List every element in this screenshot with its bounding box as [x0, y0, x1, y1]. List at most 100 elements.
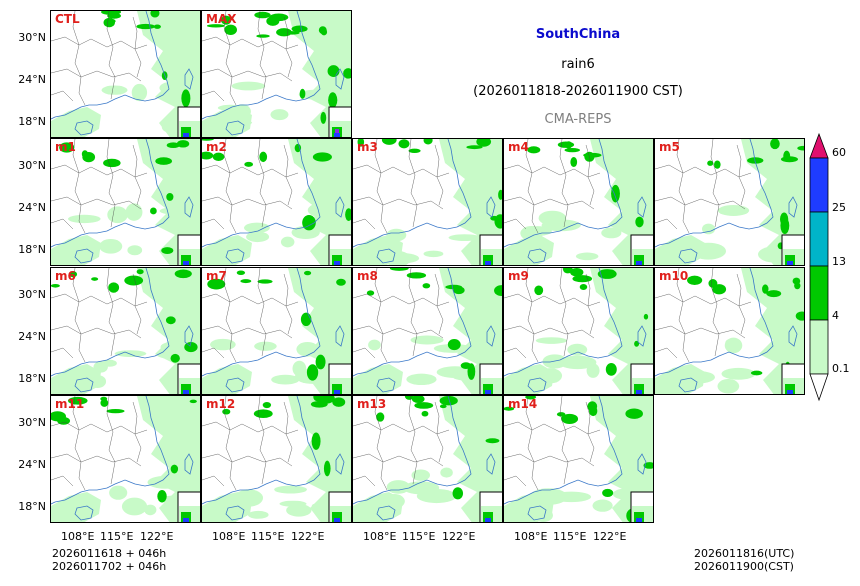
panel-map-m6 — [51, 268, 200, 394]
south-china-sea-inset — [177, 106, 200, 137]
panel-map-m13 — [353, 396, 502, 522]
panel-map-m10 — [655, 268, 804, 394]
panel-label: m12 — [206, 397, 236, 411]
south-china-sea-inset — [177, 363, 200, 394]
rain-light-field — [353, 396, 502, 522]
lat-tick-label: 24°N — [18, 201, 46, 214]
taiwan-island — [184, 196, 194, 218]
hainan-island — [74, 120, 94, 136]
period-title: (2026011818-2026011900 CST) — [473, 84, 683, 99]
panel-map-m14 — [504, 396, 653, 522]
lon-tick-label: 115°E — [553, 530, 587, 543]
panel-map-m3 — [353, 139, 502, 265]
panel-map-m9 — [504, 268, 653, 394]
rain-light-field — [202, 396, 351, 522]
footer-init-utc: 2026011618 + 046h — [52, 547, 167, 560]
panel-label: m8 — [357, 269, 378, 283]
region-title: SouthChina — [535, 27, 621, 42]
lon-tick-label: 108°E — [514, 530, 548, 543]
panel-m6: m6 — [50, 267, 201, 395]
taiwan-island — [637, 196, 647, 218]
hainan-island — [74, 505, 94, 521]
hainan-island — [376, 505, 396, 521]
lon-tick-label: 122°E — [442, 530, 476, 543]
coastline — [51, 139, 170, 248]
hainan-island — [678, 248, 698, 264]
coastline — [202, 11, 321, 120]
panel-label: m6 — [55, 269, 76, 283]
coastline — [353, 139, 472, 248]
panel-m10: m10 — [654, 267, 805, 395]
south-china-sea-inset — [177, 491, 200, 522]
coastline — [655, 139, 774, 248]
taiwan-island — [486, 325, 496, 347]
lat-tick-label: 30°N — [18, 159, 46, 172]
rain-moderate-field — [202, 139, 351, 255]
footer-init-cst: 2026011702 + 046h — [52, 560, 167, 573]
colorbar-level-label: 60 — [832, 146, 846, 159]
panel-label: m14 — [508, 397, 538, 411]
hainan-island — [527, 377, 547, 393]
hainan-island — [225, 248, 245, 264]
panel-label: m9 — [508, 269, 529, 283]
lon-tick-label: 115°E — [402, 530, 436, 543]
lat-tick-label: 24°N — [18, 458, 46, 471]
panel-label: m7 — [206, 269, 227, 283]
rain-light-field — [655, 139, 804, 265]
south-china-sea-inset — [479, 234, 502, 265]
panel-map-m5 — [655, 139, 804, 265]
panel-m12: m12 — [201, 395, 352, 523]
panel-ctl: CTL — [50, 10, 201, 138]
panel-map-ctl — [51, 11, 200, 137]
rain-moderate-field — [534, 268, 649, 376]
taiwan-island — [335, 453, 345, 475]
lat-tick-label: 18°N — [18, 243, 46, 256]
taiwan-island — [335, 68, 345, 90]
lat-tick-label: 24°N — [18, 73, 46, 86]
taiwan-island — [335, 196, 345, 218]
panel-max: MAX — [201, 10, 352, 138]
panel-map-m4 — [504, 139, 653, 265]
coastline — [353, 268, 472, 377]
coastline — [51, 396, 170, 505]
colorbar-band — [809, 319, 829, 375]
lon-tick-label: 122°E — [140, 530, 174, 543]
hainan-island — [376, 248, 396, 264]
colorbar-level-label: 0.1 — [832, 362, 850, 375]
hainan-island — [376, 377, 396, 393]
taiwan-island — [788, 325, 798, 347]
lat-tick-label: 30°N — [18, 416, 46, 429]
rain-moderate-field — [707, 139, 804, 250]
south-china-sea-inset — [328, 363, 351, 394]
taiwan-island — [788, 196, 798, 218]
hainan-island — [527, 248, 547, 264]
coastline — [51, 11, 170, 120]
panel-m11: m11 — [50, 395, 201, 523]
panel-label: m10 — [659, 269, 689, 283]
lon-tick-label: 122°E — [593, 530, 627, 543]
rain-moderate-field — [51, 269, 198, 363]
colorbar-level-label: 13 — [832, 255, 846, 268]
taiwan-island — [184, 453, 194, 475]
panel-map-m11 — [51, 396, 200, 522]
hainan-island — [74, 377, 94, 393]
panel-m7: m7 — [201, 267, 352, 395]
colorbar-extend-min — [809, 373, 829, 402]
hainan-island — [225, 505, 245, 521]
south-china-sea-inset — [479, 363, 502, 394]
rain-light-field — [51, 139, 200, 265]
coastline — [202, 396, 321, 505]
rain-light-field — [353, 139, 502, 265]
taiwan-island — [486, 196, 496, 218]
panel-label: m5 — [659, 140, 680, 154]
rain-moderate-field — [527, 141, 646, 250]
hainan-island — [74, 248, 94, 264]
lat-tick-label: 30°N — [18, 288, 46, 301]
panel-m8: m8 — [352, 267, 503, 395]
south-china-sea-inset — [177, 234, 200, 265]
panel-m5: m5 — [654, 138, 805, 266]
panel-map-m8 — [353, 268, 502, 394]
rain-moderate-field — [366, 268, 502, 380]
panel-m13: m13 — [352, 395, 503, 523]
panel-label: m2 — [206, 140, 227, 154]
